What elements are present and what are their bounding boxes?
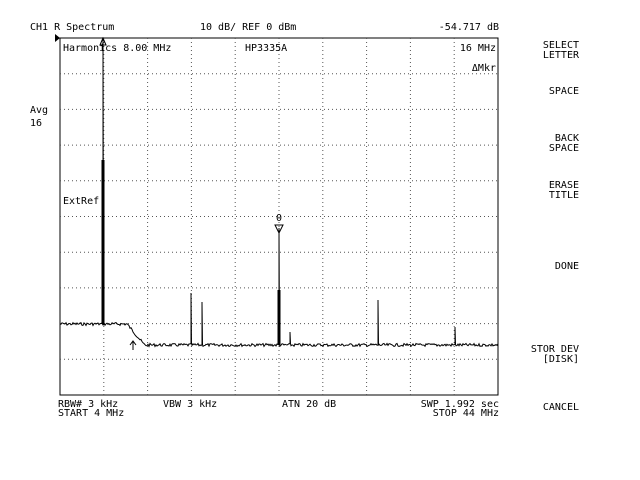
source: HP3335A [245, 43, 287, 54]
avg-label: Avg [30, 105, 48, 116]
start: START 4 MHz [58, 408, 124, 419]
avg-count: 16 [30, 118, 42, 129]
display-title: Harmonics 8.00 MHz [63, 43, 171, 54]
softkey-label: BACK [555, 133, 579, 144]
scale: 10 dB/ REF 0 dBm [200, 22, 296, 33]
softkey-label: [DISK] [543, 354, 579, 365]
softkey-label: DONE [555, 261, 579, 272]
softkey[interactable]: SPACE [549, 86, 579, 97]
channel: CH1 R Spectrum [30, 22, 114, 33]
sweep: SWP 1.992 sec [421, 399, 499, 410]
ref-pointer [55, 34, 60, 42]
readout: -54.717 dB [439, 22, 499, 33]
stop: STOP 44 MHz [433, 408, 499, 419]
softkey-label: LETTER [543, 50, 580, 61]
marker-arrow [99, 36, 107, 46]
marker-mode: ΔMkr [472, 63, 496, 74]
softkey[interactable]: DONE [555, 261, 579, 272]
rbw: RBW# 3 kHz [58, 399, 118, 410]
vbw: VBW 3 kHz [163, 399, 217, 410]
marker-label: 0 [276, 213, 282, 224]
softkeys: SELECTLETTERSPACEBACKSPACEERASETITLEDONE… [531, 40, 580, 413]
start-arrow [129, 340, 137, 350]
softkey[interactable]: CANCEL [543, 402, 579, 413]
softkey-label: SELECT [543, 40, 579, 51]
trace [59, 37, 499, 348]
softkey-label: SPACE [549, 86, 579, 97]
graticule [60, 38, 498, 395]
ext-ref: ExtRef [63, 196, 99, 207]
marker-triangle [274, 224, 284, 235]
softkey-label: TITLE [549, 190, 579, 201]
softkey-label: CANCEL [543, 402, 579, 413]
softkey-label: ERASE [549, 180, 579, 191]
softkey[interactable]: STOR DEV[DISK] [531, 344, 579, 365]
atten: ATN 20 dB [282, 399, 336, 410]
softkey-label: SPACE [549, 143, 579, 154]
softkey-label: STOR DEV [531, 344, 579, 355]
marker-freq: 16 MHz [460, 43, 496, 54]
